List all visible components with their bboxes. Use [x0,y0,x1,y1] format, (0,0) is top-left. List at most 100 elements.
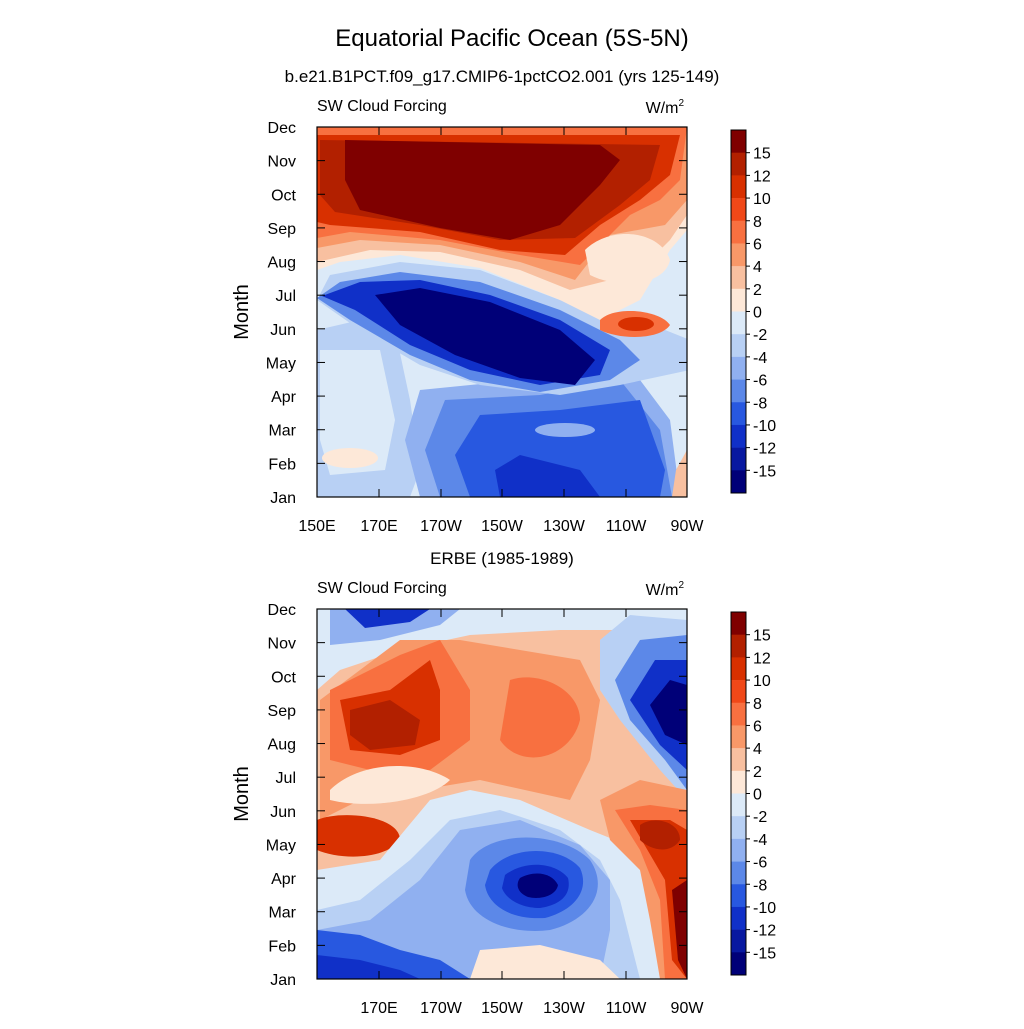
bottom-jun-brick [640,820,680,850]
x-tick-label: 130W [543,1000,586,1017]
top-units-exp: 2 [678,98,684,109]
top-aug-cream [585,233,670,284]
colorbar-swatch [731,816,746,840]
colorbar-label: 4 [753,259,762,276]
colorbar-swatch [731,725,746,749]
bottom-right-orange2 [500,677,580,758]
bottom-y-ticks: Jan Feb Mar Apr May Jun Jul Aug Sep Oct Nov Dec [266,602,687,989]
colorbar-swatch [731,861,746,885]
y-tick-label: Oct [271,669,296,686]
top-heatmap [317,127,687,497]
colorbar-label: 15 [753,146,771,163]
x-tick-label: 170W [420,518,463,535]
colorbar-label: -8 [753,395,767,412]
y-tick-label: Nov [268,636,296,653]
bottom-left-label: SW Cloud Forcing [317,580,447,597]
y-tick-label: May [266,355,296,372]
top-subtitle: b.e21.B1PCT.f09_g17.CMIP6-1pctCO2.001 (y… [285,67,720,86]
colorbar-label: 12 [753,650,771,667]
bottom-feb-peach [470,945,620,979]
colorbar-swatch [731,152,746,176]
colorbar-label: -6 [753,373,767,390]
bottom-top-dark [345,609,430,628]
colorbar-label: 15 [753,628,771,645]
y-tick-label: Sep [268,221,297,238]
x-tick-label: 110W [606,518,648,535]
colorbar-swatch [731,612,746,635]
colorbar-label: -2 [753,327,767,344]
colorbar-label: 10 [753,673,771,690]
chart-title: Equatorial Pacific Ocean (5S-5N) [335,25,688,52]
colorbar-swatch [731,470,746,494]
colorbar-label: -15 [753,945,776,962]
colorbar-swatch [731,793,746,817]
x-tick-label: 170W [420,1000,463,1017]
y-tick-label: Feb [268,456,296,473]
colorbar-swatch [731,634,746,658]
colorbar-label: -10 [753,418,776,435]
y-tick-label: Jun [270,322,296,339]
y-tick-label: Jan [270,972,296,989]
y-tick-label: Jan [270,490,296,507]
colorbar-label: -4 [753,832,767,849]
x-tick-label: 150E [298,518,335,535]
y-tick-label: Mar [268,423,296,440]
colorbar-swatch [731,130,746,153]
colorbar-swatch [731,424,746,448]
y-tick-label: Jul [276,288,296,305]
colorbar-label: 2 [753,282,762,299]
y-tick-label: Jul [276,770,296,787]
colorbar-top: 15 12 10 8 6 4 2 0 -2 -4 -6 -8 -10 -12 -15 [730,129,776,494]
y-tick-label: May [266,837,296,854]
x-tick-label: 90W [671,518,705,535]
top-left-label: SW Cloud Forcing [317,98,447,115]
colorbar-label: -8 [753,877,767,894]
colorbar-label: 0 [753,305,762,322]
colorbar-label: 8 [753,214,762,231]
y-tick-label: Apr [271,871,297,888]
y-tick-label: Aug [268,737,296,754]
x-tick-label: 150W [481,518,524,535]
bottom-right-navy [650,680,687,745]
colorbar-label: 12 [753,168,771,185]
top-band-core [375,288,595,385]
bottom-units-exp: 2 [678,580,684,591]
y-tick-label: Feb [268,938,296,955]
colorbar-swatch [731,243,746,267]
colorbar-label: -4 [753,350,767,367]
y-tick-label: Dec [268,120,296,137]
colorbar-swatch [731,929,746,953]
bottom-ylabel: Month [231,766,253,822]
bottom-units: W/m2 [646,580,685,599]
colorbar-swatch [731,334,746,358]
colorbar-swatch [731,266,746,290]
bottom-subtitle: ERBE (1985-1989) [430,549,574,568]
top-x-ticks: 150E 170E 170W 150W 130W 110W 90W [298,127,704,535]
colorbar-swatch [731,702,746,726]
panel-bottom: ERBE (1985-1989) SW Cloud Forcing W/m2 [231,549,704,1017]
x-tick-label: 170E [360,518,397,535]
bottom-blue-core4 [517,873,558,898]
x-tick-label: 130W [543,518,586,535]
colorbar-label: -2 [753,809,767,826]
colorbar-swatch [731,220,746,244]
colorbar-swatch [731,748,746,772]
bottom-may-orange [317,815,400,857]
colorbar-label: -6 [753,855,767,872]
colorbar-swatch [731,952,746,976]
y-tick-label: Dec [268,602,296,619]
y-tick-label: Oct [271,187,296,204]
colorbar-swatch [731,379,746,403]
colorbar-label: 2 [753,764,762,781]
y-tick-label: Mar [268,905,296,922]
top-y-ticks: Jan Feb Mar Apr May Jun Jul Aug Sep Oct Nov Dec [266,120,687,507]
bottom-right-pos4 [672,880,687,979]
colorbar-label: -12 [753,923,776,940]
top-upper-dark [345,140,620,240]
panel-top: b.e21.B1PCT.f09_g17.CMIP6-1pctCO2.001 (y… [231,67,719,535]
bottom-x-ticks: 170E 170W 150W 130W 110W 90W [360,609,704,1017]
bottom-heatmap [317,609,687,979]
bottom-right-pos3 [630,820,687,979]
colorbar-label: 4 [753,741,762,758]
colorbar-label: -10 [753,900,776,917]
